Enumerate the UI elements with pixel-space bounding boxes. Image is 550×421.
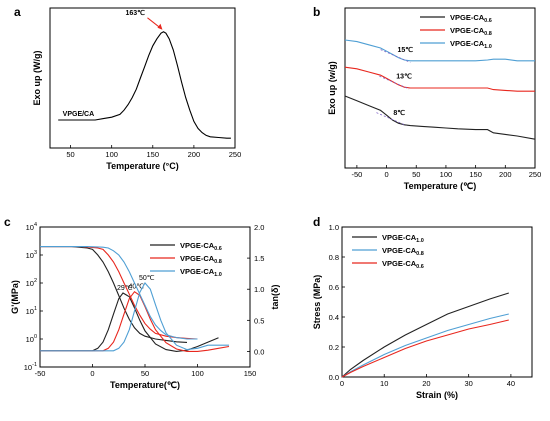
panel-b-x-tick-label: 50 (412, 170, 420, 179)
panel-d-frame (341, 226, 533, 378)
panel-b-tg-label: 13℃ (396, 73, 412, 81)
panel-d-series-line (341, 292, 509, 378)
panel-c-ylabel: G'(MPa) (10, 280, 20, 314)
panel-a-series-line (58, 31, 231, 139)
panel-d-series-line (341, 319, 509, 378)
panel-c-x-tick-label: 150 (244, 369, 257, 378)
panel-c-xlabel: Temperature(℃) (110, 380, 180, 390)
panel-a-letter: a (14, 5, 21, 19)
panel-a-xlabel: Temperature (°C) (106, 161, 178, 171)
panel-c-y-tick-label: 102 (26, 278, 37, 288)
panel-d-legend-label: VPGE-CA0.6 (382, 259, 424, 270)
panel-d-x-tick-label: 20 (422, 379, 430, 388)
panel-c-y-tick-label: 10-1 (24, 362, 37, 372)
panel-d-legend-label: VPGE-CA1.0 (382, 233, 424, 244)
panel-d-x-tick-label: 10 (380, 379, 388, 388)
panel-c-tan-line (40, 282, 229, 352)
panel-c: c -50 0 50 100 150 10-1 100 101 102 103 104 0.0 0.5 1.… (4, 215, 280, 390)
panel-a-x-tick-label: 200 (188, 150, 201, 159)
panel-d-x-tick-label: 30 (464, 379, 472, 388)
panel-b-frame (344, 7, 536, 169)
panel-d-y-tick-label: 0.6 (329, 283, 339, 292)
panel-c-tg-label: 29℃ (117, 285, 133, 292)
panel-b-legend-label: VPGE-CA0.6 (450, 13, 492, 24)
panel-a-x-tick-label: 100 (105, 150, 118, 159)
panel-c-tan-line (40, 292, 219, 352)
panel-c-modulus-line (40, 246, 188, 343)
panel-c-tan-line (40, 290, 230, 352)
panel-a-x-tick-label: 150 (147, 150, 160, 159)
panel-a-ylabel: Exo up (W/g) (32, 51, 42, 106)
panel-c-y2-tick-label: 2.0 (254, 223, 264, 232)
panel-b-x-tick-label: 100 (440, 170, 453, 179)
panel-a-frame (49, 7, 236, 149)
panel-b-letter: b (313, 5, 320, 19)
panel-d-legend-label: VPGE-CA0.8 (382, 246, 424, 257)
panel-c-letter: c (4, 215, 11, 229)
panel-d: d 0 10 20 30 40 0.0 0.2 0.4 0.6 0.8 1.0 Strain (%) St… (312, 215, 533, 400)
panel-b: b -50 0 50 100 150 200 250 Temperature (℃) Exo up… (313, 5, 541, 191)
panel-a: a 50 100 150 200 250 Temperature (°C) Exo up (W… (14, 5, 241, 171)
panel-c-y2-tick-label: 0.0 (254, 347, 264, 356)
panel-c-y2-tick-label: 1.0 (254, 285, 264, 294)
panel-c-y2-tick-label: 1.5 (254, 254, 264, 263)
panel-b-x-tick-label: 200 (499, 170, 512, 179)
panel-d-y-tick-label: 0.8 (329, 253, 339, 262)
panel-c-y-tick-label: 101 (26, 306, 37, 316)
panel-a-x-tick-label: 250 (229, 150, 242, 159)
panel-a-x-tick-label: 50 (66, 150, 74, 159)
panel-c-y-tick-label: 103 (26, 250, 37, 260)
panel-d-y-tick-label: 0.4 (329, 313, 339, 322)
panel-c-tg-label: 50℃ (139, 275, 155, 282)
panel-b-xlabel: Temperature (℃) (404, 181, 476, 191)
panel-b-tg-label: 15℃ (397, 46, 413, 54)
panel-a-series-label: VPGE/CA (63, 111, 95, 118)
panel-b-x-tick-label: 150 (469, 170, 482, 179)
panel-b-series-line (344, 39, 535, 62)
panel-a-peak-arrowhead (157, 23, 163, 30)
panel-b-x-tick-label: -50 (351, 170, 362, 179)
panel-d-x-tick-label: 0 (340, 379, 344, 388)
panel-d-xlabel: Strain (%) (416, 390, 458, 400)
panel-b-ylabel: Exo up (w/g) (327, 61, 337, 115)
panel-c-y2-tick-label: 0.5 (254, 316, 264, 325)
panel-b-legend-label: VPGE-CA1.0 (450, 39, 492, 50)
panel-d-y-tick-label: 1.0 (329, 223, 339, 232)
panel-c-x-tick-label: -50 (35, 369, 46, 378)
panel-d-letter: d (313, 215, 320, 229)
panel-d-y-tick-label: 0.0 (329, 373, 339, 382)
panel-b-series-line (344, 66, 535, 92)
panel-c-x-tick-label: 0 (90, 369, 94, 378)
panel-c-x-tick-label: 50 (141, 369, 149, 378)
panel-b-tangent-line (376, 112, 407, 126)
panel-b-tangent-line (379, 75, 410, 90)
panel-c-modulus-line (40, 246, 198, 340)
panel-c-x-tick-label: 100 (191, 369, 204, 378)
panel-d-ylabel: Stress (MPa) (312, 275, 322, 330)
panel-b-legend-label: VPGE-CA0.8 (450, 26, 492, 37)
panel-a-peak-label: 163℃ (125, 9, 145, 17)
panel-c-legend-label: VPGE-CA0.6 (180, 241, 222, 252)
panel-b-x-tick-label: 0 (384, 170, 388, 179)
panel-b-series-line (344, 95, 536, 140)
panel-c-legend-label: VPGE-CA1.0 (180, 267, 222, 278)
panel-c-y-tick-label: 100 (26, 334, 37, 344)
panel-b-tg-label: 8℃ (393, 109, 405, 117)
panel-c-y2label: tan(δ) (270, 285, 280, 310)
panel-d-x-tick-label: 40 (507, 379, 515, 388)
panel-b-x-tick-label: 250 (529, 170, 542, 179)
panel-c-legend-label: VPGE-CA0.8 (180, 254, 222, 265)
panel-c-y-tick-label: 104 (26, 222, 37, 232)
panel-b-tangent-line (380, 49, 411, 63)
panel-c-modulus-line (40, 246, 198, 340)
panel-d-y-tick-label: 0.2 (329, 343, 339, 352)
panel-d-series-line (341, 313, 509, 378)
